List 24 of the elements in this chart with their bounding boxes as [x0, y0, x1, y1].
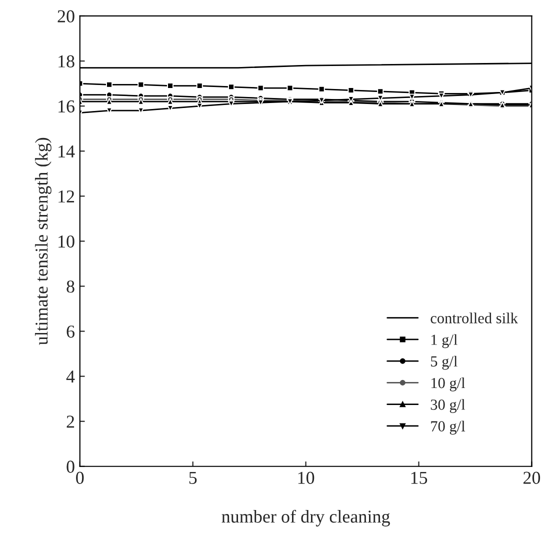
y-tick-label: 16 — [58, 100, 74, 113]
x-tick-label: 20 — [523, 472, 540, 484]
y-axis-title: ultimate tensile strength (kg) — [35, 138, 52, 345]
y-tick-label: 14 — [58, 145, 75, 158]
y-tick-label: 20 — [58, 10, 74, 22]
y-tick-label: 8 — [66, 280, 74, 293]
x-tick-label: 10 — [298, 472, 314, 484]
legend-label: 5 g/l — [431, 356, 458, 370]
y-tick-label: 18 — [58, 55, 74, 68]
legend-label: 1 g/l — [431, 334, 458, 348]
legend-label: controlled silk — [430, 312, 518, 324]
y-tick-label: 4 — [66, 370, 75, 383]
y-tick-label: 10 — [58, 235, 74, 248]
x-axis-title: number of dry cleaning — [222, 510, 390, 526]
legend-label: 70 g/l — [431, 420, 466, 435]
x-tick-label: 15 — [411, 472, 428, 484]
y-tick-label: 6 — [66, 326, 74, 338]
x-tick-label: 5 — [189, 472, 197, 484]
legend-label: 30 g/l — [430, 399, 466, 413]
y-tick-label: 0 — [66, 460, 74, 473]
x-tick-label: 0 — [76, 472, 84, 484]
y-tick-label: 12 — [58, 190, 74, 202]
y-tick-label: 2 — [66, 416, 74, 428]
legend-label: 10 g/l — [431, 377, 466, 392]
